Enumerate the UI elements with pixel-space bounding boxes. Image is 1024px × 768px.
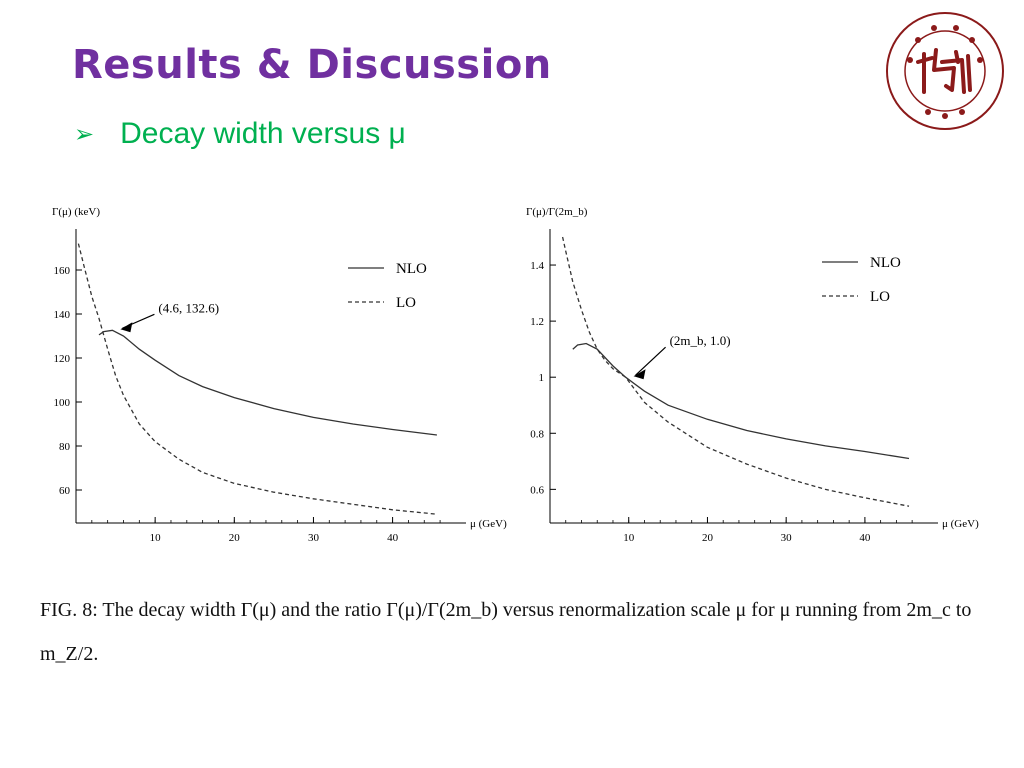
series-line-lo bbox=[561, 236, 910, 507]
y-tick-label: 100 bbox=[54, 397, 71, 409]
legend-label-nlo: NLO bbox=[870, 255, 901, 271]
university-seal-logo bbox=[886, 12, 1004, 130]
annotation-arrow bbox=[635, 346, 666, 376]
y-tick-label: 0.8 bbox=[530, 428, 544, 440]
arrow-bullet-icon: ➢ bbox=[74, 120, 95, 148]
ratio-chart: 10 20 30 40 0.6 0.8 1 1.2 1.4 Γ(μ)/Γ(2m_b) μ (GeV)… bbox=[526, 206, 979, 544]
x-axis-label: μ (GeV) bbox=[470, 518, 507, 530]
decay-width-chart: 10 20 30 40 60 80 100 120 140 160 Γ(μ) (keV) μ (GeV… bbox=[52, 206, 507, 544]
y-tick-label: 60 bbox=[59, 485, 71, 497]
y-tick-label: 1 bbox=[539, 372, 545, 384]
series-line-lo bbox=[77, 243, 437, 515]
y-axis-label: Γ(μ) (keV) bbox=[52, 206, 100, 218]
x-tick-label: 40 bbox=[387, 532, 399, 544]
x-tick-label: 20 bbox=[702, 532, 714, 544]
y-tick-label: 0.6 bbox=[530, 484, 544, 496]
x-tick-label: 30 bbox=[781, 532, 793, 544]
legend-label-lo: LO bbox=[396, 295, 416, 311]
y-tick-label: 80 bbox=[59, 441, 71, 453]
annotation-arrowhead bbox=[120, 322, 133, 333]
bullet-item: ➢ Decay width versus μ bbox=[74, 117, 406, 151]
x-axis-label: μ (GeV) bbox=[942, 518, 979, 530]
series-line-nlo bbox=[572, 342, 910, 460]
x-tick-label: 10 bbox=[150, 532, 162, 544]
y-tick-label: 1.2 bbox=[530, 316, 544, 328]
bullet-text: Decay width versus μ bbox=[120, 117, 406, 150]
x-tick-label: 30 bbox=[308, 532, 320, 544]
y-axis-label: Γ(μ)/Γ(2m_b) bbox=[526, 206, 588, 218]
y-tick-label: 140 bbox=[54, 309, 71, 321]
x-tick-label: 40 bbox=[859, 532, 871, 544]
slide-title: Results & Discussion bbox=[72, 42, 552, 88]
x-tick-label: 20 bbox=[229, 532, 241, 544]
figure-caption: FIG. 8: The decay width Γ(μ) and the rat… bbox=[40, 599, 972, 665]
annotation-arrowhead bbox=[633, 369, 646, 380]
y-tick-label: 1.4 bbox=[530, 260, 544, 272]
y-tick-label: 160 bbox=[54, 265, 71, 277]
y-tick-label: 120 bbox=[54, 353, 71, 365]
series-line-nlo bbox=[98, 329, 437, 436]
annotation-label: (4.6, 132.6) bbox=[158, 300, 219, 315]
legend-label-lo: LO bbox=[870, 289, 890, 305]
x-tick-label: 10 bbox=[623, 532, 635, 544]
legend-label-nlo: NLO bbox=[396, 261, 427, 277]
annotation-label: (2m_b, 1.0) bbox=[670, 333, 731, 348]
